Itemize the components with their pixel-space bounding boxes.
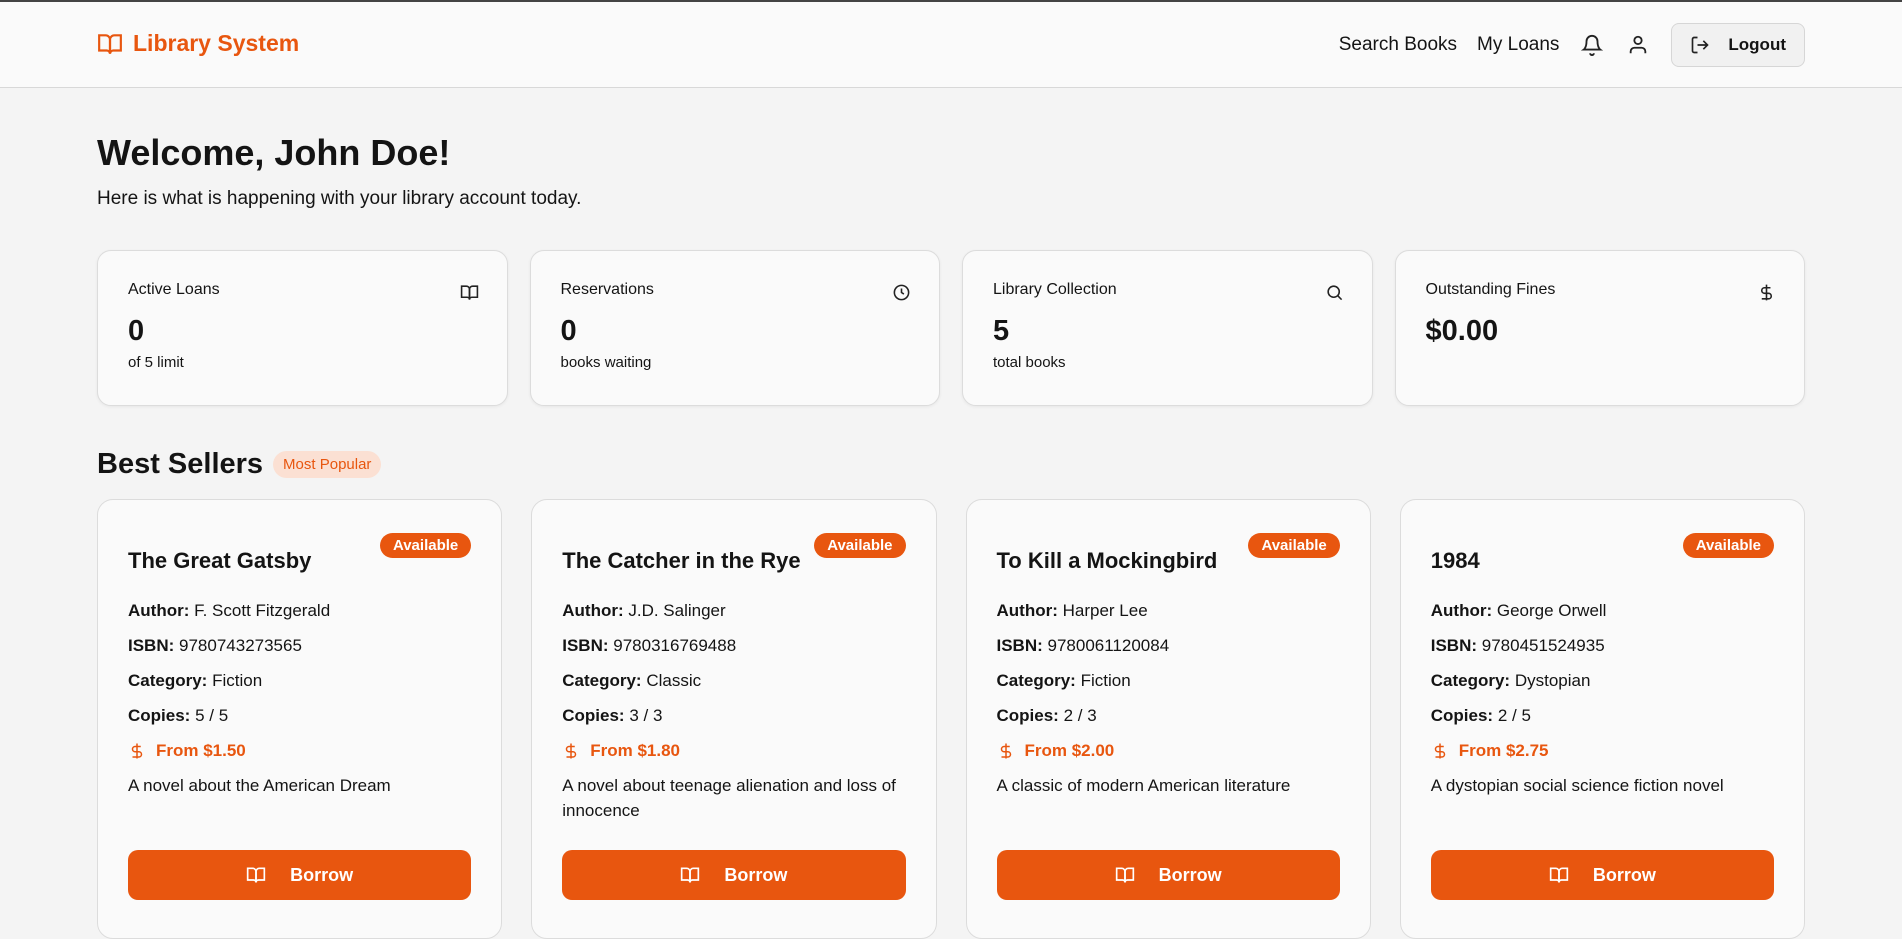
book-open-icon [681, 867, 700, 883]
stat-card: Active Loans 0 of 5 limit [97, 250, 508, 406]
book-title: 1984 [1430, 548, 1480, 573]
book-price: From $1.80 [562, 740, 905, 761]
book-open-icon [1115, 867, 1134, 883]
book-open-icon [98, 33, 122, 54]
logo-text: Library System [133, 30, 300, 56]
status-badge: Available [379, 533, 472, 558]
logo[interactable]: Library System [97, 30, 299, 57]
status-badge: Available [1682, 533, 1774, 558]
book-isbn: ISBN: 9780061120084 [996, 636, 1170, 655]
borrow-button[interactable]: Borrow [996, 850, 1340, 900]
user-icon[interactable] [1625, 32, 1651, 58]
book-card: To Kill a Mockingbird Available Author: … [965, 499, 1371, 939]
logout-icon [1692, 36, 1710, 54]
top-nav: Library System Search Books My Loans Log… [0, 2, 1902, 88]
stat-value: 0 [128, 315, 145, 347]
book-copies: Copies: 5 / 5 [128, 706, 229, 725]
stat-value: 5 [993, 315, 1010, 347]
page-title: Welcome, John Doe! [97, 132, 451, 173]
book-isbn: ISBN: 9780451524935 [1430, 636, 1605, 655]
book-category: Category: Fiction [996, 671, 1131, 690]
book-author: Author: Harper Lee [996, 601, 1148, 620]
stat-card: Library Collection 5 total books [962, 250, 1373, 406]
book-author: Author: F. Scott Fitzgerald [128, 601, 331, 620]
search-icon [1326, 285, 1342, 301]
book-open-icon [246, 867, 266, 883]
book-description: A dystopian social science fiction novel [1430, 776, 1724, 795]
stat-title: Outstanding Fines [1425, 281, 1556, 298]
book-card: The Catcher in the Rye Available Author:… [531, 499, 937, 939]
book-title: To Kill a Mockingbird [996, 548, 1218, 573]
book-copies: Copies: 2 / 3 [996, 706, 1097, 725]
section-title: Best Sellers [97, 448, 264, 480]
book-price: From $2.75 [1431, 740, 1774, 761]
stat-value: $0.00 [1425, 315, 1499, 347]
book-title: The Catcher in the Rye [562, 548, 801, 573]
stat-subtext: of 5 limit [128, 354, 184, 371]
book-isbn: ISBN: 9780743273565 [128, 636, 302, 655]
book-author: Author: George Orwell [1430, 601, 1607, 620]
bell-icon[interactable] [1579, 32, 1605, 58]
dollar-icon [1434, 743, 1445, 758]
most-popular-badge: Most Popular [273, 451, 382, 478]
book-card: The Great Gatsby Available Author: F. Sc… [97, 499, 503, 939]
logout-label: Logout [1728, 35, 1786, 54]
dollar-icon [1000, 743, 1011, 758]
borrow-button[interactable]: Borrow [1430, 850, 1774, 900]
stat-title: Active Loans [128, 281, 220, 298]
dollar-icon [566, 743, 577, 758]
nav-my-loans[interactable]: My Loans [1477, 34, 1560, 55]
book-description: A classic of modern American literature [996, 776, 1291, 795]
book-description: A novel about teenage alienation and los… [562, 776, 896, 820]
stat-card: Outstanding Fines $0.00 [1394, 250, 1805, 406]
book-copies: Copies: 3 / 3 [562, 706, 663, 725]
book-title: The Great Gatsby [128, 548, 312, 573]
stat-value: 0 [560, 315, 577, 347]
book-isbn: ISBN: 9780316769488 [562, 636, 737, 655]
book-author: Author: J.D. Salinger [562, 601, 726, 620]
book-description: A novel about the American Dream [128, 776, 391, 795]
book-card: 1984 Available Author: George Orwell ISB… [1399, 499, 1805, 939]
status-badge: Available [814, 533, 906, 558]
borrow-button[interactable]: Borrow [562, 850, 906, 900]
book-open-icon [1549, 867, 1569, 883]
book-price: From $1.50 [128, 740, 471, 761]
dollar-icon [131, 743, 143, 758]
stat-subtext: books waiting [560, 354, 652, 371]
book-open-icon [460, 285, 478, 300]
clock-icon [893, 284, 910, 301]
book-price: From $2.00 [997, 740, 1340, 761]
stat-subtext: total books [993, 354, 1066, 371]
dollar-icon [1761, 284, 1772, 301]
status-badge: Available [1248, 533, 1340, 558]
stat-title: Library Collection [993, 281, 1117, 298]
stat-title: Reservations [560, 281, 654, 298]
page-subtitle: Here is what is happening with your libr… [97, 188, 582, 209]
stat-card: Reservations 0 books waiting [529, 250, 940, 406]
book-category: Category: Classic [562, 671, 702, 690]
book-category: Category: Dystopian [1430, 671, 1591, 690]
book-copies: Copies: 2 / 5 [1430, 706, 1531, 725]
book-category: Category: Fiction [128, 671, 263, 690]
logout-button[interactable]: Logout [1671, 23, 1805, 67]
borrow-button[interactable]: Borrow [128, 850, 472, 900]
nav-search-books[interactable]: Search Books [1338, 34, 1458, 55]
